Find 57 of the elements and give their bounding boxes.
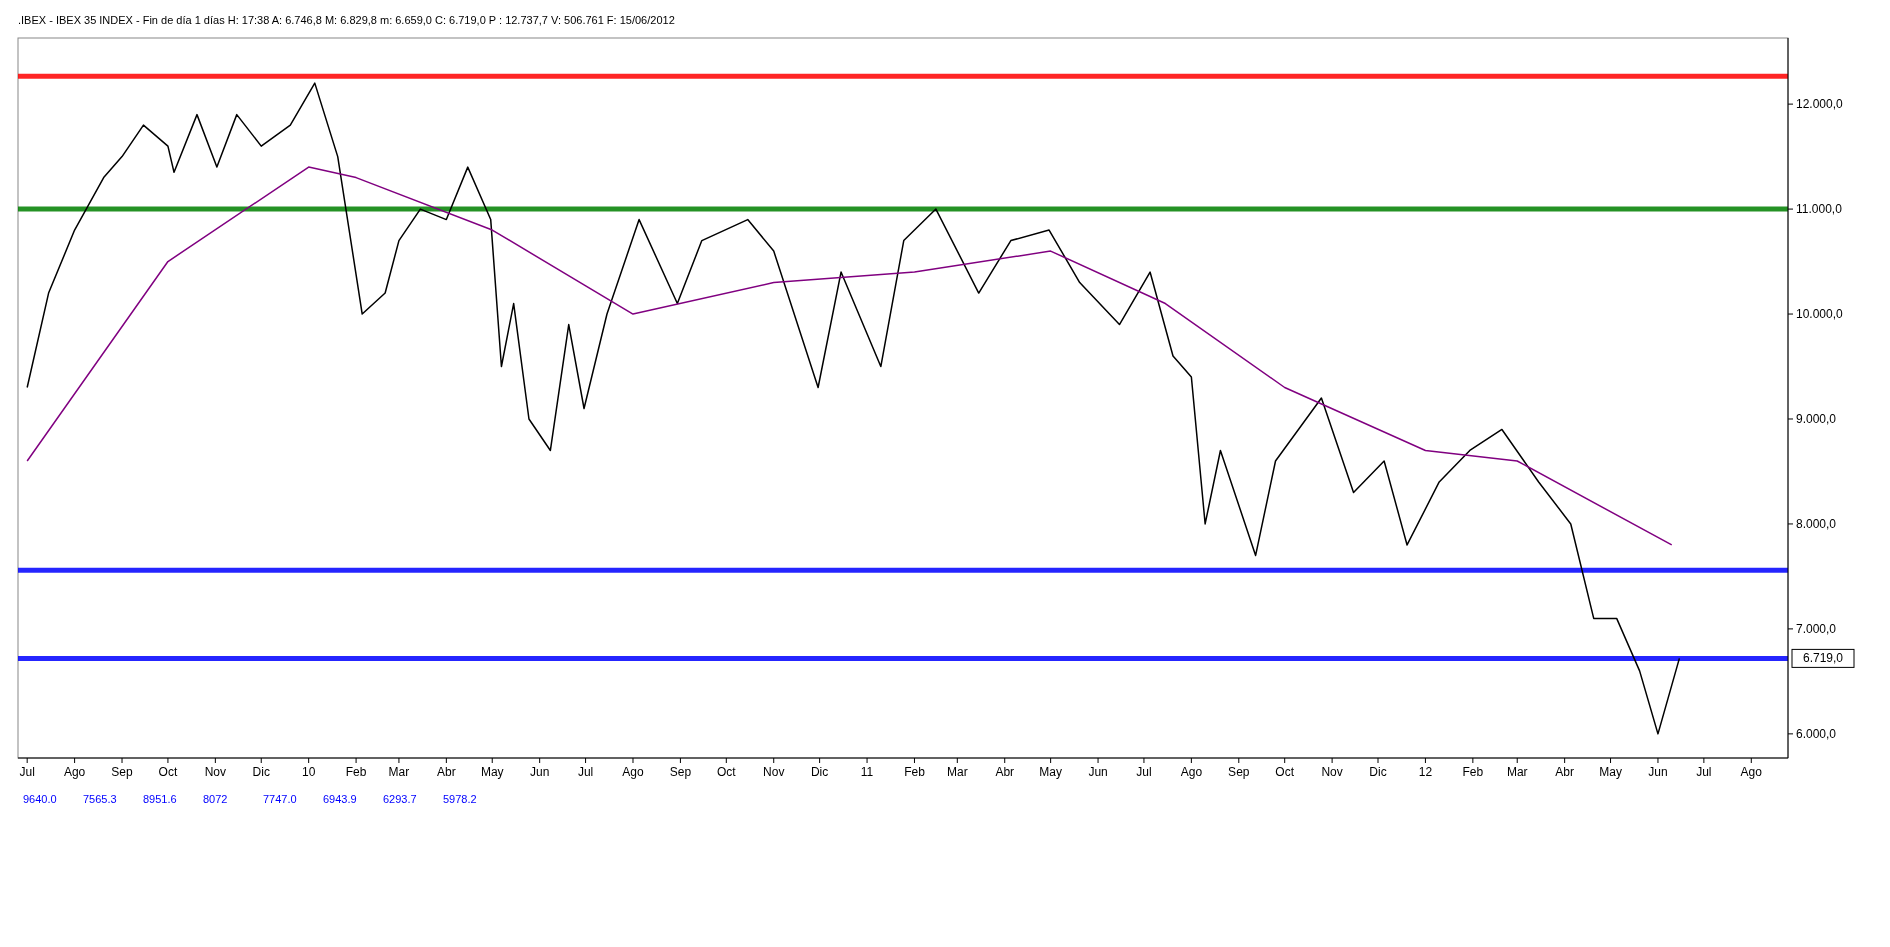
x-tick-label: Sep bbox=[669, 765, 692, 779]
x-tick-label: Mar bbox=[1506, 765, 1528, 779]
x-tick-label: May bbox=[1039, 765, 1062, 779]
x-tick-label: 10 bbox=[301, 765, 316, 779]
x-tick-label: Nov bbox=[1321, 765, 1343, 779]
x-tick-label: Oct bbox=[158, 765, 178, 779]
text: 8951.6 bbox=[143, 793, 177, 805]
x-tick-label: Jul bbox=[1696, 765, 1712, 779]
x-tick-label: Ago bbox=[1180, 765, 1203, 779]
y-tick-label: 6.000,0 bbox=[1796, 727, 1837, 742]
x-tick-label: Abr bbox=[437, 765, 456, 779]
x-tick-label: Oct bbox=[1275, 765, 1295, 779]
x-tick-label: Jun bbox=[529, 765, 550, 779]
x-tick-label: Feb bbox=[904, 765, 926, 779]
line-series bbox=[26, 166, 1673, 546]
text: 6943.9 bbox=[323, 793, 357, 805]
x-tick-label: Sep bbox=[111, 765, 134, 779]
x-tick-label: Abr bbox=[1555, 765, 1574, 779]
x-tick-label: Jul bbox=[577, 765, 594, 779]
x-tick-label: Jul bbox=[19, 765, 35, 779]
text: 7747.0 bbox=[263, 793, 297, 805]
text: 8072 bbox=[203, 793, 228, 805]
x-tick-label: Ago bbox=[1740, 765, 1763, 779]
x-tick-label: Dic bbox=[810, 765, 829, 779]
x-tick-label: 11 bbox=[860, 765, 874, 779]
x-tick-label: Jun bbox=[1648, 765, 1668, 779]
x-tick-label: Jun bbox=[1088, 765, 1108, 779]
y-tick-label: 9.000,0 bbox=[1796, 412, 1837, 427]
y-tick-label: 8.000,0 bbox=[1796, 517, 1837, 532]
x-tick-label: Dic bbox=[1369, 765, 1387, 779]
x-tick-label: Ago bbox=[622, 765, 644, 779]
chart-title: .IBEX - IBEX 35 INDEX - Fin de día 1 días H: 17:38 A: 6.746,8 M: 6.829,8 m: 6.659,0 C: 6.719,0 P : 12.737,7 V: 506.761 F: 15/06/2012 bbox=[18, 14, 675, 26]
text: 6293.7 bbox=[383, 793, 417, 805]
x-tick-label: 12 bbox=[1418, 765, 1433, 779]
x-tick-label: Oct bbox=[716, 765, 737, 779]
y-tick-label: 7.000,0 bbox=[1796, 622, 1837, 637]
x-tick-label: Feb bbox=[1462, 765, 1484, 779]
x-tick-label: Mar bbox=[388, 765, 410, 779]
text: 9640.0 bbox=[23, 793, 57, 805]
text: 7565.3 bbox=[83, 793, 117, 805]
x-tick-label: May bbox=[1599, 765, 1622, 779]
x-tick-label: Feb bbox=[345, 765, 367, 779]
x-tick-label: Dic bbox=[252, 765, 270, 779]
y-tick-label: 12.000,0 bbox=[1796, 97, 1844, 112]
x-tick-label: Sep bbox=[1228, 765, 1250, 779]
x-tick-label: Nov bbox=[763, 765, 785, 779]
x-tick-label: Jul bbox=[1136, 765, 1152, 779]
x-tick-label: Nov bbox=[204, 765, 227, 779]
x-tick-label: Abr bbox=[995, 765, 1015, 779]
y-tick-label: 10.000,0 bbox=[1796, 307, 1844, 322]
x-tick-label: Mar bbox=[946, 765, 968, 779]
ref-line-label: 6.719,0 bbox=[1802, 651, 1844, 666]
y-tick-label: 11.000,0 bbox=[1796, 202, 1843, 217]
x-tick-label: Ago bbox=[63, 765, 86, 779]
text: 5978.2 bbox=[443, 793, 477, 805]
line-series bbox=[26, 82, 1681, 735]
x-tick-label: May bbox=[480, 765, 504, 779]
